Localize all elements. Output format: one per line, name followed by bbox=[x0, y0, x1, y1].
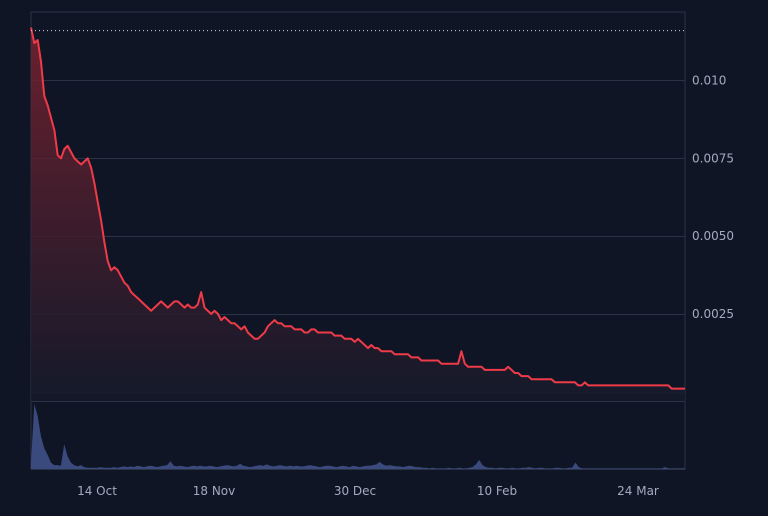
x-tick-label: 18 Nov bbox=[193, 484, 236, 498]
price-line bbox=[30, 27, 685, 390]
y-tick-label: 0.010 bbox=[692, 73, 726, 87]
volume-area bbox=[31, 404, 685, 469]
volume-series bbox=[31, 404, 685, 469]
x-tick-label: 24 Mar bbox=[617, 484, 659, 498]
x-tick-label: 30 Dec bbox=[334, 484, 376, 498]
price-area-fill bbox=[31, 27, 685, 401]
y-tick-label: 0.0025 bbox=[692, 307, 734, 321]
y-axis: 0.010 0.0075 0.0050 0.0025 bbox=[692, 73, 734, 320]
price-series bbox=[30, 27, 685, 390]
y-tick-label: 0.0050 bbox=[692, 229, 734, 243]
x-axis: 14 Oct 18 Nov 30 Dec 10 Feb 24 Mar bbox=[77, 484, 659, 498]
price-area bbox=[31, 27, 685, 401]
x-tick-label: 14 Oct bbox=[77, 484, 117, 498]
x-tick-label: 10 Feb bbox=[477, 484, 517, 498]
y-tick-label: 0.0075 bbox=[692, 151, 734, 165]
